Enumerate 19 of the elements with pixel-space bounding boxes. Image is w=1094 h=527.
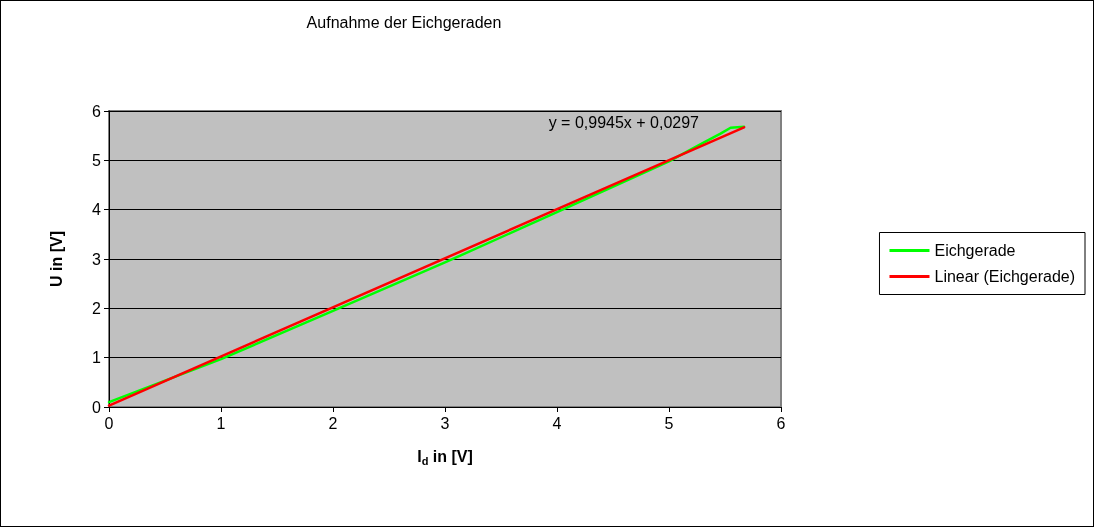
x-tick-label: 1 (216, 414, 226, 432)
y-axis-title: U in [V] (47, 231, 65, 287)
x-tick-label: 5 (664, 414, 674, 432)
y-tick-label: 0 (92, 398, 102, 416)
y-tick-label: 3 (92, 250, 102, 268)
y-tick-label: 2 (92, 299, 102, 317)
x-tick-label: 3 (440, 414, 450, 432)
legend-label: Eichgerade (934, 242, 1016, 259)
x-tick-label: 2 (328, 414, 338, 432)
x-tick-label: 6 (776, 414, 786, 432)
y-tick-label: 4 (92, 201, 102, 219)
y-tick-label: 1 (92, 349, 102, 367)
x-tick-label: 0 (104, 414, 114, 432)
legend-label: Linear (Eichgerade) (934, 268, 1076, 285)
x-tick-label: 4 (552, 414, 562, 432)
y-tick-label: 5 (92, 151, 102, 169)
chart-title: Aufnahme der Eichgeraden (306, 13, 502, 31)
y-tick-label: 6 (92, 102, 102, 120)
annotation: y = 0,9945x + 0,0297 (548, 113, 700, 131)
